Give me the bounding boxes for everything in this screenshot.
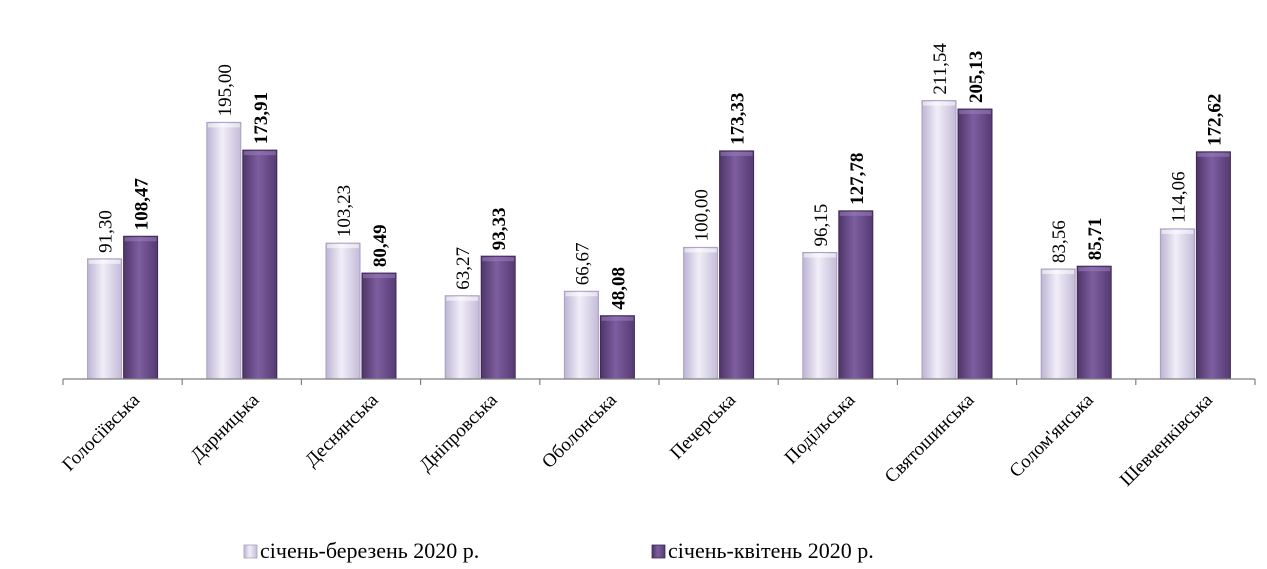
bar-series-1-0 [87,258,123,380]
legend-label-series-2: січень-квітень 2020 р. [668,538,874,563]
category-label-7: Святошинська [881,389,979,487]
value-label-series-2-9: 172,62 [1204,94,1225,146]
category-label-1: Дарницька [187,389,264,466]
bar-top-bevel [327,244,359,249]
bar-top-bevel [243,151,276,156]
bar-series-1-6 [802,251,838,380]
bar-top-bevel [720,151,753,156]
value-label-series-2-0: 108,47 [132,178,153,231]
legend-label-series-1: січень-березень 2020 р. [260,538,479,563]
bar-series-2-4 [599,315,635,380]
bar-top-bevel [1197,152,1230,157]
bar-series-2-5 [719,150,755,380]
bar-series-2-1 [242,149,278,380]
category-label-0: Голосіївська [58,389,144,475]
bar-top-bevel [1042,270,1075,275]
bar-series-2-2 [361,272,397,380]
value-label-series-1-4: 66,67 [572,243,593,286]
bar-top-bevel [1078,267,1111,272]
category-labels-group: Голосіївська Дарницька Деснянська Дніпровсь… [58,389,1217,490]
bar-series-1-5 [683,246,719,380]
bar-series-1-3 [444,295,480,380]
bar-series-2-9 [1195,151,1231,380]
legend-swatch-series-1 [243,544,258,559]
value-label-series-2-2: 80,49 [370,224,391,267]
bar-series-2-8 [1076,265,1112,380]
value-label-series-2-7: 205,13 [966,51,987,103]
value-label-series-1-1: 195,00 [215,64,236,116]
bar-series-1-4 [563,290,599,380]
bar-series-1-7 [921,100,957,380]
bar-series-1-9 [1159,228,1195,380]
category-label-4: Оболонська [538,389,621,472]
value-label-series-2-5: 173,33 [728,93,749,145]
category-label-9: Шевченківська [1116,389,1217,490]
legend-swatch-series-2 [651,544,666,559]
value-label-series-1-7: 211,54 [930,43,951,95]
category-label-2: Деснянська [301,389,383,471]
value-labels-group: 91,30 108,47 195,00 173,91 103,23 80,49 63,27 9… [96,43,1226,310]
bar-series-1-8 [1040,268,1076,380]
bar-series-2-3 [480,255,516,380]
value-label-series-1-0: 91,30 [96,210,117,253]
x-axis-ticks [62,379,1256,385]
bar-top-bevel [565,292,598,297]
bar-top-bevel [959,110,991,115]
bar-top-bevel [124,237,157,242]
bar-top-bevel [207,123,240,128]
value-label-series-2-3: 93,33 [489,207,510,250]
bar-top-bevel [803,253,836,258]
bar-top-bevel [446,296,479,301]
bar-top-bevel [1161,229,1194,234]
bar-series-2-0 [123,235,159,380]
value-label-series-1-8: 83,56 [1049,220,1070,263]
value-label-series-2-1: 173,91 [251,92,272,144]
value-label-series-1-6: 96,15 [811,204,832,247]
value-label-series-2-8: 85,71 [1085,217,1106,260]
category-label-6: Подільська [781,389,860,468]
bar-series-1-1 [206,121,242,380]
bar-top-bevel [363,274,395,279]
category-label-8: Солом'янська [1006,389,1099,482]
value-label-series-1-3: 63,27 [453,247,474,290]
value-label-series-1-9: 114,06 [1168,171,1189,223]
bar-top-bevel [923,101,955,106]
bar-top-bevel [482,257,515,262]
value-label-series-2-4: 48,08 [608,267,629,310]
bar-top-bevel [684,248,717,253]
value-label-series-1-2: 103,23 [334,185,355,237]
bar-top-bevel [839,211,872,216]
legend: січень-березень 2020 р. січень-квітень 2… [243,538,874,563]
bar-top-bevel [88,259,121,264]
category-label-3: Дніпровська [416,389,503,476]
bar-series-2-7 [957,108,993,380]
bar-series-1-2 [325,242,361,380]
value-label-series-1-5: 100,00 [692,189,713,241]
value-label-series-2-6: 127,78 [847,153,868,205]
category-label-5: Печерська [666,389,740,463]
bar-series-2-6 [838,210,874,380]
bar-top-bevel [601,316,634,321]
